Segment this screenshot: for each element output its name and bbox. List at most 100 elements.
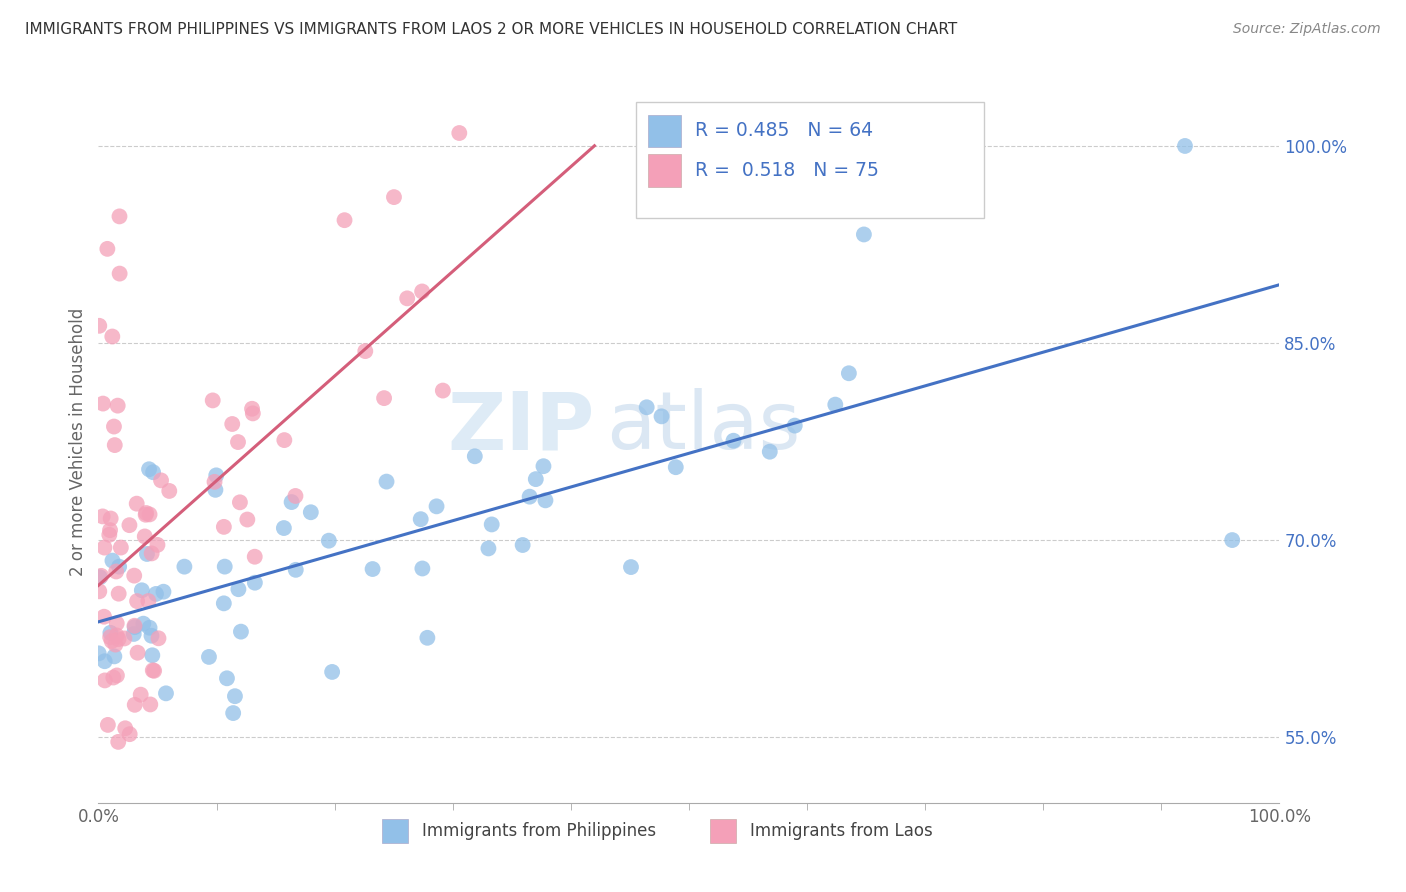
Text: Source: ZipAtlas.com: Source: ZipAtlas.com <box>1233 22 1381 37</box>
Text: atlas: atlas <box>606 388 800 467</box>
Point <box>135 506 157 520</box>
Point <box>416 631 439 645</box>
Point <box>101 553 124 567</box>
Point <box>173 559 195 574</box>
Point <box>103 649 125 664</box>
Point <box>824 398 846 412</box>
Point <box>226 435 249 450</box>
Point <box>425 500 447 514</box>
Point <box>138 621 160 635</box>
Point <box>134 529 156 543</box>
Y-axis label: 2 or more Vehicles in Household: 2 or more Vehicles in Household <box>69 308 87 575</box>
Point <box>104 638 127 652</box>
Point <box>124 698 146 712</box>
Point <box>141 629 163 643</box>
Point <box>354 344 377 359</box>
Point <box>107 632 129 646</box>
Point <box>215 671 238 685</box>
Point <box>838 366 860 380</box>
Point <box>299 505 322 519</box>
Point <box>273 521 295 535</box>
Point <box>512 538 534 552</box>
Point <box>620 560 643 574</box>
Point <box>361 562 384 576</box>
Point <box>152 584 174 599</box>
Point <box>533 459 555 474</box>
Point <box>481 517 503 532</box>
Point <box>236 512 259 526</box>
Point <box>107 587 129 601</box>
Point <box>373 391 395 405</box>
Text: Immigrants from Philippines: Immigrants from Philippines <box>422 822 657 840</box>
Point <box>204 483 226 497</box>
Point <box>87 646 110 660</box>
Point <box>411 561 433 575</box>
Point <box>100 634 122 648</box>
Point <box>89 584 111 599</box>
Point <box>103 671 125 685</box>
Point <box>131 583 153 598</box>
Point <box>91 509 114 524</box>
Point <box>122 568 145 582</box>
Bar <box>710 820 737 843</box>
Point <box>409 512 432 526</box>
Point <box>98 528 121 542</box>
Point <box>118 727 141 741</box>
Point <box>240 401 263 416</box>
Point <box>449 126 471 140</box>
Point <box>852 227 875 242</box>
Text: R = 0.485   N = 64: R = 0.485 N = 64 <box>695 121 873 140</box>
Point <box>222 706 245 720</box>
Point <box>97 718 120 732</box>
Point <box>127 594 149 608</box>
Point <box>105 616 128 631</box>
Point <box>651 409 673 424</box>
Bar <box>648 114 681 147</box>
Point <box>96 242 118 256</box>
Point <box>110 541 132 555</box>
Point <box>135 508 157 522</box>
Point <box>284 563 307 577</box>
Point <box>94 673 117 688</box>
Point <box>396 291 419 305</box>
Point <box>375 475 398 489</box>
Point <box>201 393 224 408</box>
Text: R =  0.518   N = 75: R = 0.518 N = 75 <box>695 161 879 180</box>
Point <box>783 418 806 433</box>
Point <box>105 668 128 682</box>
Point <box>132 616 155 631</box>
Point <box>107 399 129 413</box>
Point <box>136 547 159 561</box>
Point <box>93 654 115 668</box>
Point <box>243 575 266 590</box>
Point <box>141 546 163 560</box>
Point <box>114 721 136 735</box>
Point <box>321 665 343 679</box>
Text: ZIP: ZIP <box>447 388 595 467</box>
Point <box>129 688 152 702</box>
Point <box>138 508 160 522</box>
Point <box>150 474 173 488</box>
Point <box>108 559 131 574</box>
Point <box>105 628 128 642</box>
Point <box>145 587 167 601</box>
Point <box>100 625 122 640</box>
Point <box>98 630 121 644</box>
Point <box>758 444 780 458</box>
Point <box>534 493 557 508</box>
Point <box>148 632 170 646</box>
Point <box>205 468 228 483</box>
Point <box>105 565 128 579</box>
Point <box>1174 139 1197 153</box>
Point <box>127 646 149 660</box>
Point <box>723 434 745 448</box>
Point <box>519 490 541 504</box>
Point <box>284 489 307 503</box>
Point <box>224 689 246 703</box>
Point <box>243 549 266 564</box>
Point <box>432 384 454 398</box>
Point <box>100 511 122 525</box>
Point <box>138 462 160 476</box>
Point <box>143 664 166 678</box>
Point <box>90 569 112 583</box>
